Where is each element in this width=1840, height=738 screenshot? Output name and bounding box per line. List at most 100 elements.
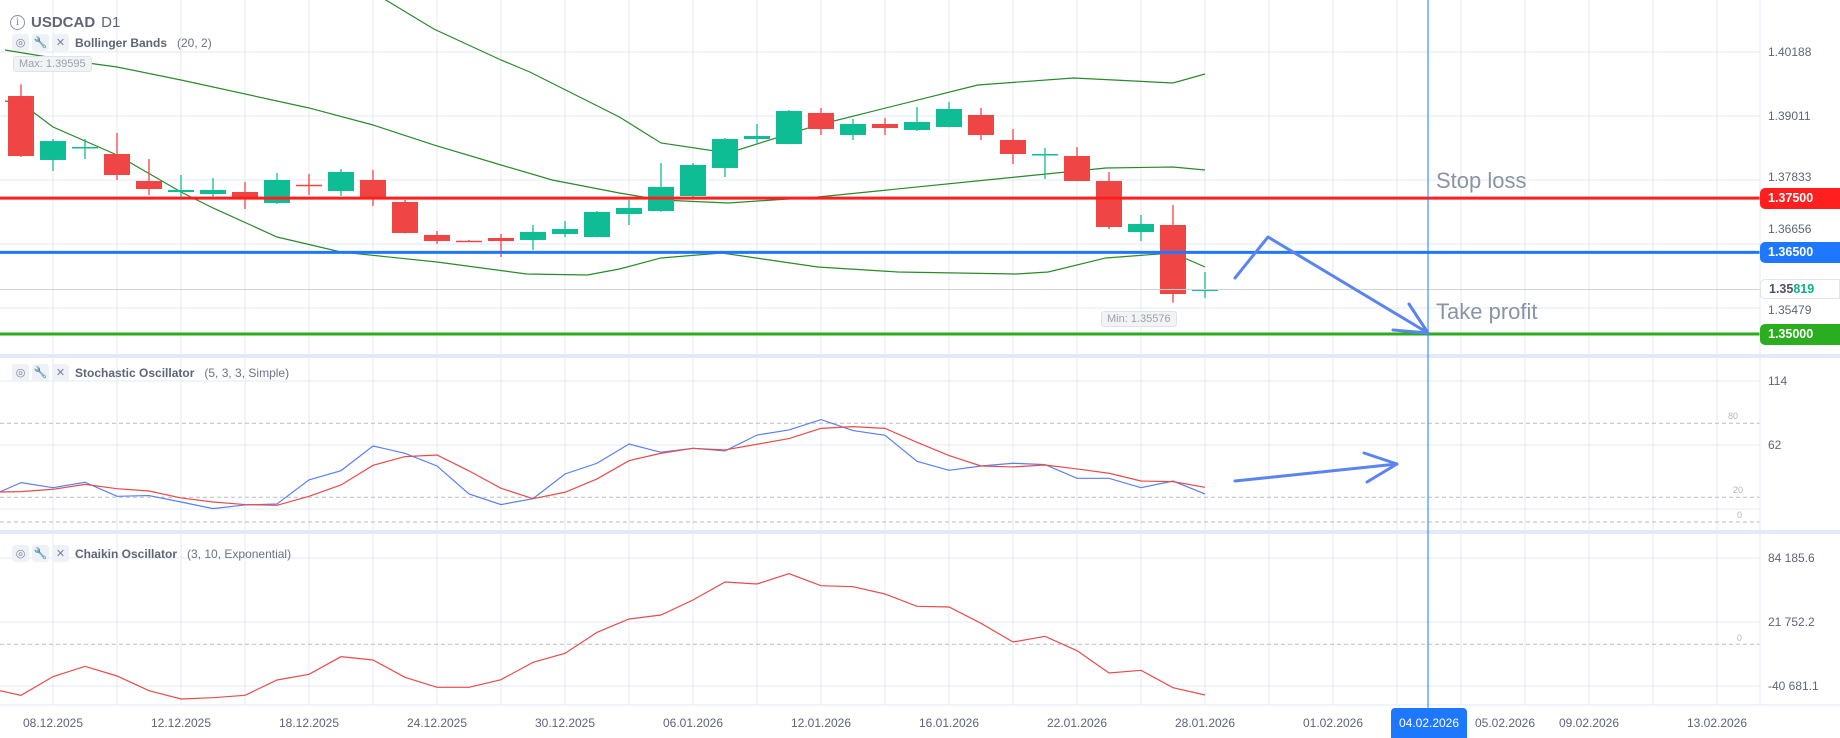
chart-title: i USDCAD D1: [10, 14, 120, 31]
price-tick: 1.40188: [1768, 45, 1812, 59]
time-axis-label: 30.12.2025: [534, 716, 596, 730]
stochastic-d-line: [0, 426, 1206, 506]
time-axis-label: 24.12.2025: [406, 716, 468, 730]
close-icon[interactable]: ✕: [52, 364, 69, 381]
bollinger-middle-band: [4, 49, 1206, 204]
eye-icon[interactable]: ◎: [12, 34, 29, 51]
timeframe-label[interactable]: D1: [101, 14, 121, 31]
candle-body: [392, 202, 418, 233]
close-icon[interactable]: ✕: [52, 545, 69, 562]
candle-body: [200, 189, 226, 195]
price-tick: 1.39011: [1768, 109, 1811, 123]
current-price-pips: 819: [1793, 282, 1815, 296]
candle-body: [40, 141, 66, 160]
price-tick: 1.35479: [1768, 303, 1812, 317]
indicator-name: Bollinger Bands: [75, 35, 168, 50]
candles: [8, 84, 1218, 303]
candle-body: [552, 229, 578, 235]
indicator-params: (3, 10, Exponential): [187, 546, 292, 561]
candle-body: [1128, 224, 1154, 232]
time-axis-label: 05.02.2026: [1474, 716, 1536, 730]
pane-separator[interactable]: [0, 530, 1840, 534]
time-axis-label: 09.02.2026: [1558, 716, 1620, 730]
stoch-level-label: 20: [1733, 485, 1744, 495]
candle-body: [840, 124, 866, 135]
stochastic-legend: ◎ 🔧 ✕ Stochastic Oscillator (5, 3, 3, Si…: [12, 364, 289, 381]
stochastic-arrow-drawing[interactable]: [1233, 451, 1399, 484]
stochastic-k-line: [0, 418, 1206, 510]
candle-body: [1192, 289, 1218, 291]
candle-body: [712, 139, 738, 168]
bollinger-bands: [4, 0, 1206, 276]
candle-body: [904, 122, 930, 130]
time-axis-label: 06.01.2026: [662, 716, 724, 730]
candle-body: [968, 114, 994, 135]
candle-body: [520, 232, 546, 240]
forecast-arrow-drawing[interactable]: [1233, 235, 1430, 335]
stop-loss-price-badge[interactable]: 1.37500: [1760, 188, 1840, 209]
info-icon[interactable]: i: [10, 15, 25, 30]
bollinger-lower-band: [4, 100, 1206, 276]
time-axis-label: 18.12.2025: [278, 716, 340, 730]
time-axis-label: 22.01.2026: [1046, 716, 1108, 730]
entry-price-badge[interactable]: 1.36500: [1760, 242, 1840, 263]
candle-body: [1096, 181, 1122, 227]
indicator-name: Stochastic Oscillator: [75, 365, 195, 380]
chaikin-line: [0, 573, 1206, 700]
candle-body: [776, 111, 802, 145]
indicator-name: Chaikin Oscillator: [75, 546, 178, 561]
bollinger-upper-band: [384, 0, 1206, 154]
time-axis-label: 08.12.2025: [22, 716, 84, 730]
candle-body: [168, 189, 194, 192]
level-lines: [0, 422, 1760, 645]
candle-body: [1000, 139, 1026, 155]
crosshair-date-label: 04.02.2026: [1391, 708, 1467, 738]
stoch-tick: 114: [1768, 374, 1788, 388]
current-price-badge: 1.35819: [1760, 279, 1840, 299]
chaikin-level-label: 0: [1737, 633, 1743, 643]
symbol-label: USDCAD: [31, 14, 96, 31]
time-axis-label: 12.01.2026: [790, 716, 852, 730]
candle-body: [1064, 156, 1090, 182]
candle-body: [8, 96, 34, 157]
max-price-tooltip: Max: 1.39595: [13, 56, 92, 72]
bollinger-legend: ◎ 🔧 ✕ Bollinger Bands (20, 2): [12, 34, 212, 51]
chaikin-tick: 84 185.6: [1768, 551, 1815, 565]
candle-body: [936, 109, 962, 127]
eye-icon[interactable]: ◎: [12, 364, 29, 381]
stop-loss-annotation[interactable]: Stop loss: [1436, 168, 1527, 193]
horizontal-lines[interactable]: [0, 196, 1760, 336]
candle-body: [136, 181, 162, 190]
candle-body: [232, 192, 258, 197]
chaikin-tick: -40 681.1: [1768, 679, 1819, 693]
time-axis-label: 28.01.2026: [1174, 716, 1236, 730]
time-axis-label: 01.02.2026: [1302, 716, 1364, 730]
price-tick: 1.37833: [1768, 170, 1812, 184]
chaikin-tick: 21 752.2: [1768, 615, 1815, 629]
candle-body: [104, 154, 130, 175]
candle-body: [328, 172, 354, 192]
wrench-icon[interactable]: 🔧: [32, 34, 49, 51]
stoch-level-label: 0: [1737, 510, 1743, 520]
stoch-tick: 62: [1768, 438, 1782, 452]
pane-separator[interactable]: [0, 354, 1840, 358]
indicator-params: (5, 3, 3, Simple): [204, 365, 290, 380]
close-icon[interactable]: ✕: [52, 34, 69, 51]
candle-body: [808, 112, 834, 130]
eye-icon[interactable]: ◎: [12, 545, 29, 562]
candle-body: [456, 240, 482, 243]
indicator-params: (20, 2): [177, 35, 212, 50]
candle-body: [360, 179, 386, 197]
time-axis-label: 16.01.2026: [918, 716, 980, 730]
wrench-icon[interactable]: 🔧: [32, 545, 49, 562]
take-profit-annotation[interactable]: Take profit: [1436, 299, 1538, 324]
candle-body: [744, 136, 770, 140]
candle-body: [1160, 224, 1186, 295]
take-profit-price-badge[interactable]: 1.35000: [1760, 324, 1840, 345]
candle-body: [424, 234, 450, 242]
wrench-icon[interactable]: 🔧: [32, 364, 49, 381]
candle-body: [296, 184, 322, 187]
candle-body: [584, 212, 610, 237]
chaikin-oscillator-line: [0, 573, 1206, 700]
